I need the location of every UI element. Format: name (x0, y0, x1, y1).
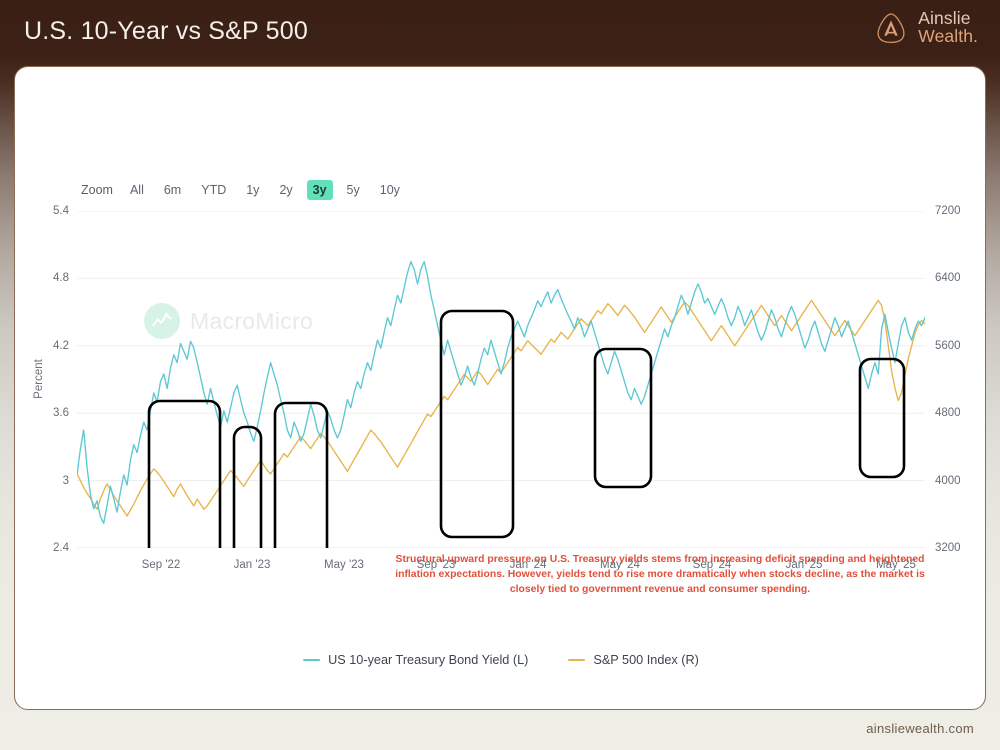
x-tick-4: Jan '24 (509, 559, 547, 571)
x-tick-8: May '25 (876, 559, 916, 571)
y-axis-right-label: Index (984, 364, 986, 394)
y-tick-right-0: 7200 (935, 205, 961, 217)
legend-label-yield: US 10-year Treasury Bond Yield (L) (328, 653, 529, 667)
page-title: U.S. 10-Year vs S&P 500 (24, 17, 308, 45)
zoom-option-3y[interactable]: 3y (306, 180, 333, 200)
chart-legend: US 10-year Treasury Bond Yield (L) S&P 5… (15, 653, 985, 667)
y-tick-left-5: 2.4 (53, 542, 69, 554)
x-tick-1: Jan '23 (233, 559, 271, 571)
x-tick-7: Jan '25 (785, 559, 823, 571)
legend-item-sp500[interactable]: S&P 500 Index (R) (568, 653, 699, 667)
y-tick-right-3: 4800 (935, 407, 961, 420)
annotation-note: Structural upward pressure on U.S. Treas… (395, 554, 925, 595)
brand-logo: Ainslie Wealth. (873, 8, 978, 46)
x-tick-0: Sep '22 (141, 559, 181, 571)
zoom-option-all[interactable]: All (129, 183, 144, 197)
brand-line-2: Wealth. (918, 26, 978, 46)
y-tick-left-0: 5.4 (53, 205, 69, 217)
legend-swatch-sp500 (568, 658, 586, 662)
chart-svg (77, 211, 925, 548)
zoom-label: Zoom (81, 183, 113, 197)
y-tick-right-1: 6400 (935, 272, 961, 285)
chart-plot-area: Percent Index 5.4 4.8 4.2 3.6 3 2.4 7200… (33, 205, 985, 571)
y-tick-left-2: 4.2 (53, 339, 69, 352)
zoom-range-selector[interactable]: Zoom All 6m YTD 1y 2y 3y 5y 10y (81, 180, 414, 200)
y-tick-right-2: 5600 (935, 339, 961, 352)
zoom-option-2y[interactable]: 2y (279, 183, 293, 197)
y-tick-left-4: 3 (62, 474, 69, 487)
brand-line-1: Ainslie (918, 8, 971, 29)
brand-name: Ainslie Wealth. (918, 8, 978, 46)
y-axis-left-label: Percent (33, 359, 45, 399)
macromicro-watermark: MacroMicro (144, 303, 313, 339)
page-header: U.S. 10-Year vs S&P 500 Ainslie Wealth. (0, 0, 1000, 66)
x-tick-6: Sep '24 (692, 559, 732, 571)
legend-label-sp500: S&P 500 Index (R) (593, 653, 699, 667)
zoom-option-6m[interactable]: 6m (163, 183, 182, 197)
legend-item-yield[interactable]: US 10-year Treasury Bond Yield (L) (303, 653, 528, 667)
chart-card: Zoom All 6m YTD 1y 2y 3y 5y 10y MacroMic… (14, 66, 986, 710)
y-tick-left-1: 4.8 (53, 272, 69, 285)
highlight-box-1 (147, 399, 222, 548)
highlight-box-4 (439, 309, 515, 539)
zoom-option-10y[interactable]: 10y (379, 183, 400, 197)
ainslie-triangle-a-logo-icon (877, 13, 905, 44)
legend-swatch-yield (303, 658, 321, 662)
highlight-box-3 (273, 401, 329, 548)
x-tick-5: May '24 (600, 559, 640, 571)
macromicro-chart-icon (144, 303, 180, 339)
zoom-option-1y[interactable]: 1y (246, 183, 260, 197)
highlight-box-2 (232, 425, 263, 548)
zoom-option-ytd[interactable]: YTD (201, 183, 227, 197)
y-tick-right-4: 4000 (935, 474, 961, 487)
y-tick-left-3: 3.6 (53, 407, 69, 420)
footer-url: ainsliewealth.com (866, 721, 974, 736)
y-tick-right-5: 3200 (935, 542, 961, 554)
highlight-box-5 (593, 347, 653, 489)
highlight-box-6 (858, 357, 906, 479)
x-tick-2: May '23 (324, 559, 364, 571)
x-tick-3: Sep '23 (416, 559, 456, 571)
macromicro-watermark-label: MacroMicro (190, 307, 314, 334)
zoom-option-5y[interactable]: 5y (346, 183, 360, 197)
